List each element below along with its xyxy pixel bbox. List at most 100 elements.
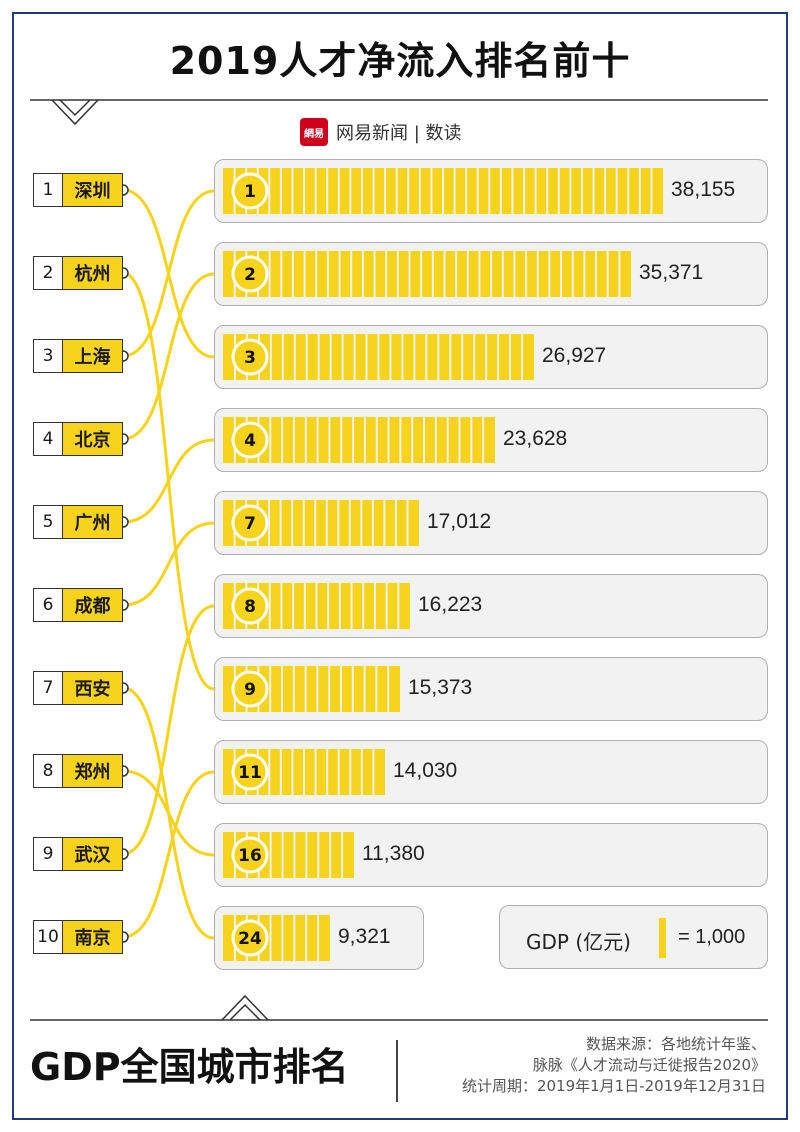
gdp-rank-badge [231, 504, 269, 542]
gdp-value-label: 26,927 [542, 344, 607, 367]
city-item: 3 上海 [33, 339, 123, 373]
city-name: 郑州 [63, 755, 122, 787]
connector-line [122, 189, 215, 358]
gdp-bar-graphic: 9 [223, 666, 400, 712]
city-name: 成都 [63, 589, 122, 621]
gdp-bar-panel: 16 11,380 [214, 823, 768, 887]
gdp-value-label: 9,321 [338, 925, 391, 948]
city-talent-rank: 7 [34, 672, 63, 704]
footer-notes: 数据来源：各地统计年鉴、 脉脉《人才流动与迁徙报告2020》 统计周期：2019… [404, 1034, 766, 1097]
city-name: 杭州 [63, 257, 122, 289]
gdp-rank-badge [231, 587, 269, 625]
gdp-value-label: 23,628 [503, 427, 568, 450]
gdp-bar-graphic: 2 [223, 251, 631, 297]
gdp-bar-graphic: 24 [223, 915, 330, 961]
gdp-bar-graphic: 4 [223, 417, 495, 463]
top-chevron [51, 99, 99, 126]
city-name: 南京 [63, 921, 122, 953]
gdp-bar-graphic: 7 [223, 500, 419, 546]
footer-divider [396, 1040, 398, 1102]
city-item: 1 深圳 [33, 173, 123, 207]
city-talent-rank: 2 [34, 257, 63, 289]
bottom-chevron-inner [229, 1003, 261, 1021]
city-item: 6 成都 [33, 588, 123, 622]
gdp-rank-label: 9 [244, 680, 256, 700]
footer-note-period: 统计周期：2019年1月1日-2019年12月31日 [461, 1077, 766, 1095]
page-title: 2019人才净流入排名前十 [169, 39, 631, 83]
city-name: 北京 [63, 423, 122, 455]
gdp-rank-label: 8 [244, 597, 256, 617]
gdp-bar-panel: 24 9,321 [214, 906, 424, 970]
city-name: 上海 [63, 340, 122, 372]
city-talent-rank: 4 [34, 423, 63, 455]
gdp-bar-graphic: 11 [223, 749, 385, 795]
city-talent-rank: 9 [34, 838, 63, 870]
city-item: 10 南京 [33, 920, 123, 954]
legend-label: GDP (亿元) [526, 930, 631, 954]
city-item: 8 郑州 [33, 754, 123, 788]
gdp-bar [223, 251, 631, 297]
city-talent-rank: 10 [34, 921, 63, 953]
gdp-rank-label: 2 [244, 265, 256, 285]
footer-title: GDP全国城市排名 [30, 1045, 349, 1089]
gdp-rank-label: 7 [244, 514, 256, 534]
gdp-bar-panel: 4 23,628 [214, 408, 768, 472]
gdp-rank-badge [231, 421, 269, 459]
gdp-bar-graphic: 1 [223, 168, 663, 214]
gdp-rank-label: 3 [244, 348, 256, 368]
gdp-rank-badge [231, 836, 269, 874]
gdp-value-label: 38,155 [671, 178, 736, 201]
city-item: 5 广州 [33, 505, 123, 539]
gdp-bar-graphic: 8 [223, 583, 410, 629]
connector-lines [117, 184, 215, 943]
connector-line [122, 604, 215, 856]
connector-line [122, 521, 215, 607]
gdp-value-label: 35,371 [639, 261, 704, 284]
source-brand: 網易 网易新闻 | 数读 [300, 117, 462, 147]
gdp-value-label: 15,373 [408, 676, 473, 699]
gdp-bar-panel: 7 17,012 [214, 491, 768, 555]
gdp-value-label: 14,030 [393, 759, 458, 782]
city-talent-rank: 5 [34, 506, 63, 538]
top-chevron-inner [59, 99, 91, 117]
gdp-rank-badge [231, 670, 269, 708]
city-item: 2 杭州 [33, 256, 123, 290]
city-item: 4 北京 [33, 422, 123, 456]
gdp-rank-label: 4 [244, 431, 256, 451]
gdp-rank-badge [231, 338, 269, 376]
gdp-bar-panel: 3 26,927 [214, 325, 768, 389]
netease-logo-icon: 網易 [300, 118, 328, 146]
source-label: 网易新闻 | 数读 [336, 123, 462, 144]
footer-note-report: 脉脉《人才流动与迁徙报告2020》 [532, 1056, 766, 1074]
city-name: 武汉 [63, 838, 122, 870]
gdp-rank-badge [231, 919, 269, 957]
gdp-value-label: 17,012 [427, 510, 492, 533]
city-talent-rank: 8 [34, 755, 63, 787]
connector-line [122, 272, 215, 441]
gdp-rank-badge [231, 753, 269, 791]
legend-box: GDP (亿元) = 1,000 [499, 905, 768, 969]
city-name: 广州 [63, 506, 122, 538]
gdp-value-label: 16,223 [418, 593, 483, 616]
city-talent-rank: 1 [34, 174, 63, 206]
gdp-bar-panel: 8 16,223 [214, 574, 768, 638]
gdp-rank-badge [231, 172, 269, 210]
city-item: 9 武汉 [33, 837, 123, 871]
gdp-rank-badge [231, 255, 269, 293]
gdp-rank-label: 11 [238, 763, 262, 783]
gdp-rank-label: 1 [244, 182, 256, 202]
gdp-value-label: 11,380 [362, 842, 425, 865]
gdp-bar-panel: 2 35,371 [214, 242, 768, 306]
city-item: 7 西安 [33, 671, 123, 705]
gdp-bar-panel: 9 15,373 [214, 657, 768, 721]
city-talent-rank: 6 [34, 589, 63, 621]
footer-note-source: 数据来源：各地统计年鉴、 [585, 1035, 766, 1053]
gdp-bar-panel: 1 38,155 [214, 159, 768, 223]
gdp-bar-graphic: 16 [223, 832, 354, 878]
connector-line [122, 438, 215, 524]
gdp-rank-label: 16 [238, 846, 262, 866]
connector-line [122, 769, 215, 857]
legend-unit-bar [659, 918, 666, 958]
bottom-chevron [221, 994, 269, 1021]
legend-unit-value: = 1,000 [678, 926, 746, 948]
